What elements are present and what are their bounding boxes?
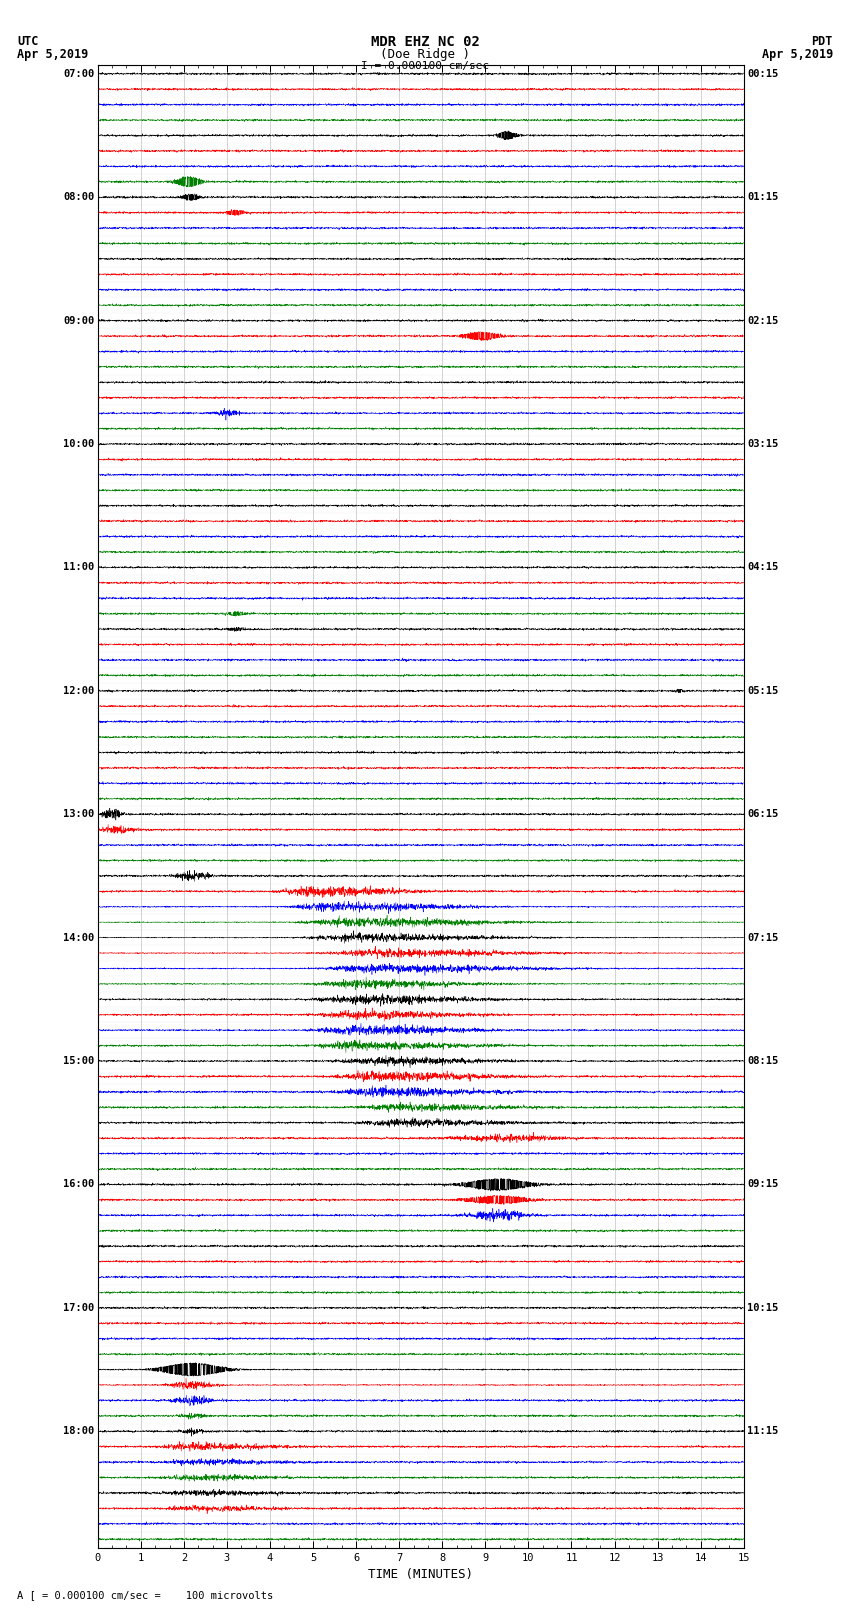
Text: 17:00: 17:00 [63, 1303, 94, 1313]
Text: 03:15: 03:15 [747, 439, 779, 448]
X-axis label: TIME (MINUTES): TIME (MINUTES) [368, 1568, 473, 1581]
Text: 16:00: 16:00 [63, 1179, 94, 1189]
Text: 10:15: 10:15 [747, 1303, 779, 1313]
Text: (Doe Ridge ): (Doe Ridge ) [380, 48, 470, 61]
Text: 02:15: 02:15 [747, 316, 779, 326]
Text: Apr 5,2019: Apr 5,2019 [17, 48, 88, 61]
Text: 18:00: 18:00 [63, 1426, 94, 1436]
Text: 11:15: 11:15 [747, 1426, 779, 1436]
Text: 11:00: 11:00 [63, 563, 94, 573]
Text: 08:00: 08:00 [63, 192, 94, 202]
Text: 09:15: 09:15 [747, 1179, 779, 1189]
Text: 13:00: 13:00 [63, 810, 94, 819]
Text: Apr 5,2019: Apr 5,2019 [762, 48, 833, 61]
Text: 07:00: 07:00 [63, 69, 94, 79]
Text: 09:00: 09:00 [63, 316, 94, 326]
Text: 08:15: 08:15 [747, 1057, 779, 1066]
Text: MDR EHZ NC 02: MDR EHZ NC 02 [371, 35, 479, 50]
Text: UTC: UTC [17, 35, 38, 48]
Text: 00:15: 00:15 [747, 69, 779, 79]
Text: 15:00: 15:00 [63, 1057, 94, 1066]
Text: 04:15: 04:15 [747, 563, 779, 573]
Text: I = 0.000100 cm/sec: I = 0.000100 cm/sec [361, 61, 489, 71]
Text: 01:15: 01:15 [747, 192, 779, 202]
Text: 07:15: 07:15 [747, 932, 779, 942]
Text: PDT: PDT [812, 35, 833, 48]
Text: 05:15: 05:15 [747, 686, 779, 695]
Text: 06:15: 06:15 [747, 810, 779, 819]
Text: A [ = 0.000100 cm/sec =    100 microvolts: A [ = 0.000100 cm/sec = 100 microvolts [17, 1590, 273, 1600]
Text: 12:00: 12:00 [63, 686, 94, 695]
Text: 14:00: 14:00 [63, 932, 94, 942]
Text: 10:00: 10:00 [63, 439, 94, 448]
